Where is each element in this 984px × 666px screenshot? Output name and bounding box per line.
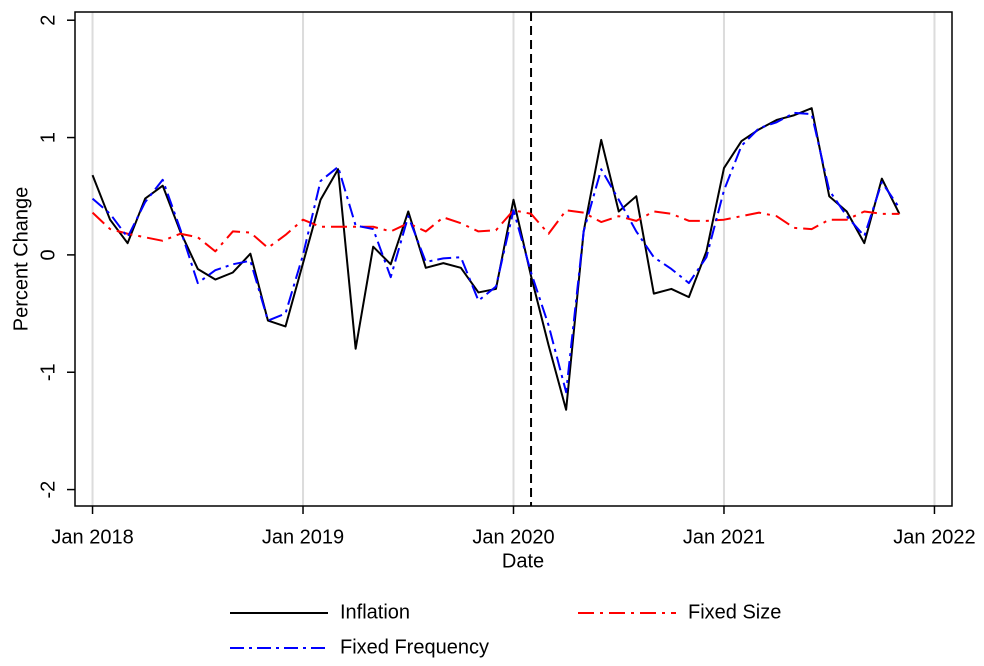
x-tick-label: Jan 2021 bbox=[683, 526, 765, 548]
y-tick-label: -1 bbox=[37, 363, 59, 381]
y-tick-label: 0 bbox=[37, 249, 59, 260]
x-tick-label: Jan 2018 bbox=[51, 526, 133, 548]
series-line bbox=[91, 111, 901, 394]
legend-label: Inflation bbox=[340, 601, 410, 623]
legend-label: Fixed Size bbox=[688, 601, 781, 623]
x-tick-label: Jan 2022 bbox=[893, 526, 975, 548]
y-tick-label: -2 bbox=[37, 481, 59, 499]
legend-label: Fixed Frequency bbox=[340, 636, 489, 658]
y-axis-title: Percent Change bbox=[10, 187, 32, 332]
x-axis-title: Date bbox=[502, 550, 544, 572]
x-tick-label: Jan 2019 bbox=[262, 526, 344, 548]
y-tick-label: 1 bbox=[37, 132, 59, 143]
y-tick-label: 2 bbox=[37, 15, 59, 26]
series-line bbox=[91, 107, 901, 411]
plot-frame bbox=[74, 11, 953, 507]
series-line bbox=[91, 209, 900, 253]
x-tick-label: Jan 2020 bbox=[472, 526, 554, 548]
